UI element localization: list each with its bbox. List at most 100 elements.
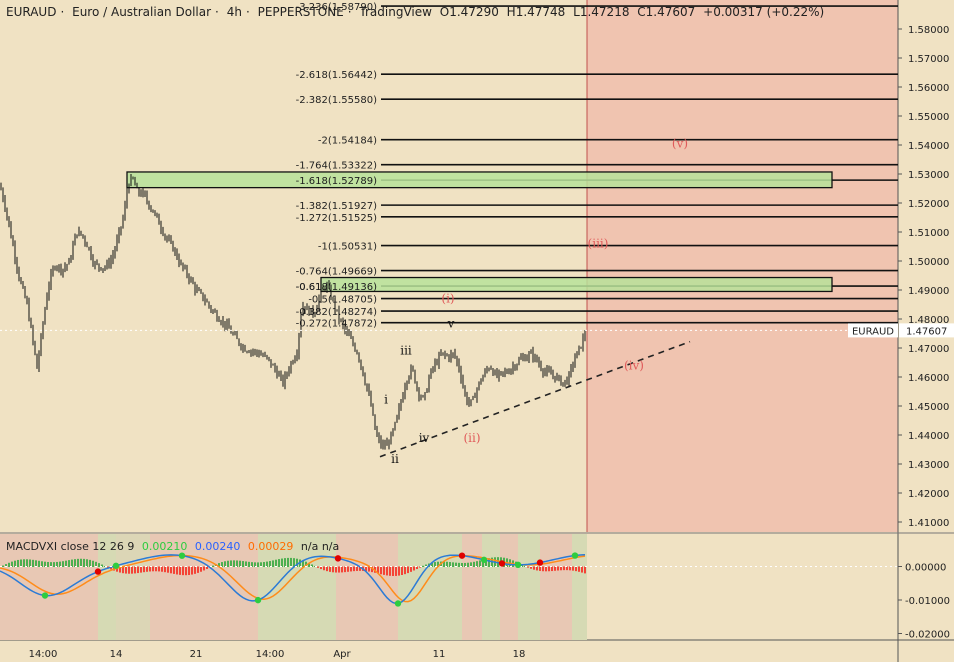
macd-background-band (116, 534, 150, 640)
macd-histogram-bar (218, 563, 220, 567)
price-tick-label: 1.42000 (908, 489, 949, 500)
macd-histogram-bar (200, 566, 202, 572)
macd-histogram-bar (470, 562, 472, 567)
macd-histogram-bar (311, 564, 313, 567)
fib-level-label: -0.5(1.48705) (308, 295, 377, 306)
fib-level-label: -2.382(1.55580) (296, 95, 377, 106)
macd-histogram-bar (383, 566, 385, 575)
macd-histogram-bar (233, 560, 235, 567)
macd-histogram-bar (62, 561, 64, 567)
chart-header: EURAUD · Euro / Australian Dollar · 4h · PE… (6, 5, 825, 19)
macd-background-band (258, 534, 336, 640)
time-tick-label: Apr (333, 649, 351, 660)
macd-histogram-bar (482, 559, 484, 567)
fib-target-zone[interactable] (126, 171, 833, 189)
fib-level-label: -0.764(1.49669) (296, 267, 377, 278)
price-tick-label: 1.50000 (908, 257, 949, 268)
macd-histogram-bar (410, 566, 412, 572)
wave-trendline[interactable] (379, 340, 691, 458)
macd-histogram-bar (572, 566, 574, 571)
macd-histogram-bar (38, 560, 40, 567)
close-value: C1.47607 (637, 5, 696, 19)
interval-label[interactable]: 4h (226, 5, 242, 19)
fib-level-label: -1.382(1.51927) (296, 201, 377, 212)
macd-histogram-bar (404, 566, 406, 575)
macd-histogram-bar (434, 562, 436, 567)
macd-histogram-bar (83, 558, 85, 567)
fib-target-zone[interactable] (320, 276, 833, 293)
macd-background-band (0, 534, 98, 640)
macd-histogram-bar (260, 562, 262, 567)
macd-cross-dot (458, 552, 466, 559)
macd-histogram-bar (56, 561, 58, 567)
macd-histogram-bar (92, 560, 94, 567)
macd-histogram-bar (41, 561, 43, 567)
macd-title[interactable]: MACDVXI close 12 26 9 (6, 540, 135, 553)
macd-histogram-bar (74, 559, 76, 567)
macd-background-band (518, 534, 540, 640)
price-tick-label: 1.41000 (908, 518, 949, 529)
fib-level-label: -1.764(1.53322) (296, 161, 377, 172)
macd-histogram-bar (107, 566, 109, 568)
fib-level-label: -0.382(1.48274) (296, 307, 377, 318)
macd-histogram-bar (146, 566, 148, 572)
macd-histogram-bar (137, 566, 139, 574)
macd-histogram-bar (344, 566, 346, 573)
price-tick-label: 1.46000 (908, 373, 949, 384)
macd-header: MACDVXI close 12 26 9 0.00210 0.00240 0.… (6, 540, 343, 553)
high-value: H1.47748 (506, 5, 566, 19)
macd-cross-dot (334, 555, 342, 562)
macd-histogram-bar (131, 566, 133, 574)
macd-histogram-bar (371, 566, 373, 573)
macd-histogram-bar (530, 566, 532, 569)
macd-histogram-bar (275, 559, 277, 567)
price-tick-label: 1.49000 (908, 286, 949, 297)
macd-histogram-bar (155, 566, 157, 572)
wave-label: iii (400, 344, 412, 358)
wave-label: (iii) (588, 236, 609, 250)
macd-histogram-bar (263, 562, 265, 567)
macd-histogram-bar (26, 559, 28, 567)
macd-background-band (540, 534, 572, 640)
macd-histogram-bar (239, 560, 241, 567)
macd-histogram-bar (5, 564, 7, 567)
macd-cross-dot (536, 559, 544, 566)
macd-histogram-bar (401, 566, 403, 575)
wave-label: (i) (441, 291, 454, 305)
wave-label: iv (419, 431, 430, 445)
macd-histogram-bar (386, 566, 388, 576)
macd-histogram-bar (341, 566, 343, 573)
open-value: O1.47290 (439, 5, 499, 19)
macd-histogram-bar (284, 558, 286, 567)
macd-histogram-bar (65, 560, 67, 567)
macd-histogram-bar (569, 566, 571, 571)
macd-histogram-bar (350, 566, 352, 572)
macd-histogram-bar (89, 559, 91, 567)
macd-histogram-bar (179, 566, 181, 575)
macd-cross-dot (514, 561, 522, 569)
symbol-label[interactable]: EURAUD (6, 5, 57, 19)
macd-histogram-bar (287, 557, 289, 567)
wave-label: (iv) (624, 359, 644, 373)
exchange-label: PEPPERSTONE (257, 5, 344, 19)
macd-histogram-bar (140, 566, 142, 573)
time-tick-label: 14:00 (256, 649, 285, 660)
macd-histogram-bar (143, 566, 145, 573)
macd-histogram-bar (422, 565, 424, 567)
macd-histogram-bar (170, 566, 172, 574)
last-price-badge (899, 323, 954, 338)
macd-histogram-bar (8, 562, 10, 567)
price-tick-label: 1.52000 (908, 199, 949, 210)
macd-histogram-bar (290, 557, 292, 567)
macd-cross-dot (41, 592, 49, 599)
symbol-tag (848, 323, 898, 338)
macd-histogram-bar (464, 562, 466, 567)
macd-histogram-bar (419, 566, 421, 568)
macd-histogram-bar (395, 566, 397, 576)
price-tick-label: 1.58000 (908, 25, 949, 36)
macd-histogram-bar (212, 565, 214, 567)
fib-zone-label: -1.618(1.52789) (296, 176, 377, 187)
macd-histogram-bar (35, 560, 37, 567)
macd-tick-label: -0.02000 (905, 630, 950, 641)
